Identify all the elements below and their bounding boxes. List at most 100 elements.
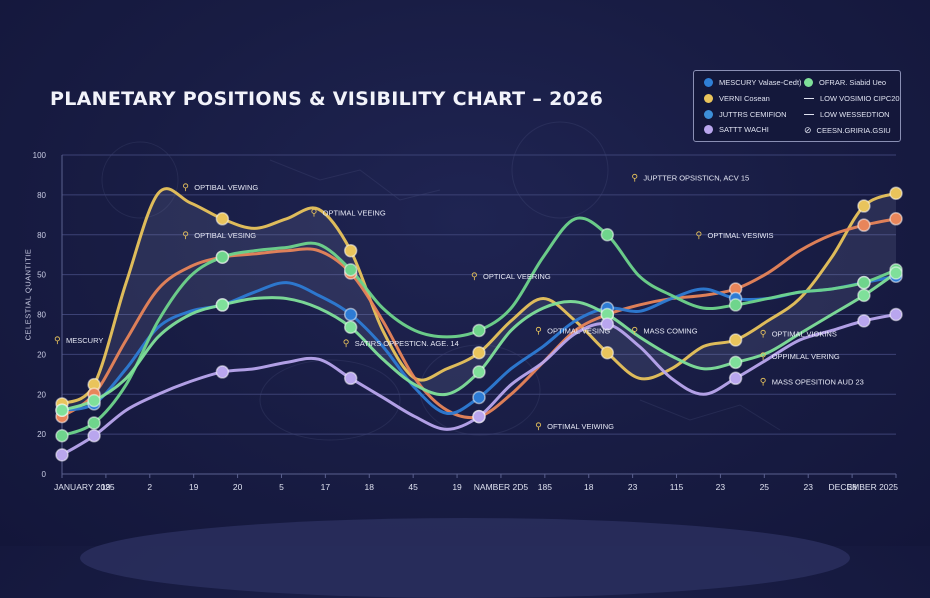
legend-swatch xyxy=(804,78,813,87)
x-tick-label: JANUARY 2025 xyxy=(54,482,115,492)
data-point xyxy=(472,390,486,405)
data-point xyxy=(87,393,101,408)
y-tick-label: 80 xyxy=(37,231,46,240)
legend-swatch xyxy=(704,125,713,134)
x-tick-label: 19 xyxy=(101,482,111,492)
data-point xyxy=(343,320,358,335)
data-point xyxy=(343,307,358,322)
data-point xyxy=(55,403,69,417)
annotation-label: OPTIBAL VESING xyxy=(194,231,256,240)
legend-item-check: ⊘ CEESN.GRIRIA.GSIU xyxy=(804,125,891,136)
x-tick-label: 23 xyxy=(716,482,726,492)
telescope-icon: ⚲ xyxy=(631,326,638,336)
legend-item-saturn: SATTT WACHI xyxy=(704,125,769,134)
annotation-label: SATIRS OPPESTICN. AGE. 14 xyxy=(355,339,459,348)
data-point xyxy=(600,317,615,331)
legend-label: CEESN.GRIRIA.GSIU xyxy=(816,126,891,135)
data-point xyxy=(343,263,358,277)
data-point xyxy=(343,243,358,258)
legend-label: JUTTRS CEMIFION xyxy=(719,110,787,119)
x-tick-label: 45 xyxy=(408,482,418,492)
legend-swatch xyxy=(704,78,713,87)
circle-check-icon: ⊘ xyxy=(804,125,812,135)
data-point xyxy=(55,428,69,443)
x-tick-label: 5 xyxy=(279,482,284,492)
annotation-label: OPTICAL VEERING xyxy=(483,272,551,281)
y-tick-label: 20 xyxy=(37,390,46,399)
data-point xyxy=(600,228,615,242)
telescope-icon: ⚲ xyxy=(760,330,767,340)
data-point xyxy=(857,288,871,303)
legend-label: SATTT WACHI xyxy=(719,125,769,134)
legend-item-venus: VERNI Cosean xyxy=(704,94,770,103)
x-tick-label: 115 xyxy=(670,482,684,492)
legend-swatch xyxy=(704,110,713,119)
data-point xyxy=(857,314,871,328)
telescope-icon: ⚲ xyxy=(182,183,189,193)
data-point xyxy=(889,186,903,201)
data-point xyxy=(472,409,486,424)
annotation-label: MASS OPESITION AUD 23 xyxy=(772,377,864,386)
data-point xyxy=(87,428,101,443)
x-tick-label: 38 xyxy=(847,482,857,492)
data-point xyxy=(728,355,743,370)
data-point xyxy=(728,298,743,312)
data-point xyxy=(472,365,486,379)
telescope-icon: ⚲ xyxy=(471,272,478,282)
legend-item-low-2: LOW WESSEDTION xyxy=(804,110,890,119)
x-tick-label: 19 xyxy=(189,482,199,492)
legend-item-mercury: MESCURY Valase-Cedt) xyxy=(704,78,802,87)
data-point xyxy=(87,416,101,430)
y-tick-label: 80 xyxy=(37,191,46,200)
annotation-label: JUPTTER OPSISTICN, ACV 15 xyxy=(643,173,749,182)
chart-points xyxy=(55,186,903,462)
telescope-icon: ⚲ xyxy=(631,173,638,183)
y-tick-label: 100 xyxy=(33,151,47,160)
y-tick-label: 80 xyxy=(37,311,46,320)
horizon-arc xyxy=(80,518,850,598)
legend-item-jupiter: JUTTRS CEMIFION xyxy=(704,110,787,119)
data-point xyxy=(472,323,486,338)
data-point xyxy=(889,212,903,226)
x-tick-label: 185 xyxy=(538,482,552,492)
data-point xyxy=(889,307,903,322)
data-point xyxy=(215,298,230,312)
telescope-icon: ⚲ xyxy=(535,422,542,432)
visibility-band xyxy=(62,188,896,411)
x-tick-label: 17 xyxy=(321,482,331,492)
annotation-label: OPTIMAL VESIWIS xyxy=(708,231,774,240)
constellation-decoration xyxy=(101,121,781,441)
y-axis-title: CELESTIAL QUANTITIE xyxy=(23,248,33,341)
legend-label: LOW WESSEDTION xyxy=(820,110,890,119)
data-point xyxy=(215,250,230,264)
data-point xyxy=(55,448,69,462)
y-tick-label: 50 xyxy=(37,271,46,280)
data-point xyxy=(857,218,871,232)
annotation-label: OPTIBAL VEWING xyxy=(194,183,258,192)
telescope-icon: ⚲ xyxy=(696,231,703,241)
telescope-icon: ⚲ xyxy=(54,336,61,346)
x-tick-label: 18 xyxy=(365,482,375,492)
data-point xyxy=(472,346,486,360)
x-tick-label: 18 xyxy=(584,482,594,492)
annotation-label: OPTIMAL VIOKINS xyxy=(772,330,837,339)
telescope-icon: ⚲ xyxy=(182,231,189,241)
data-point xyxy=(728,371,743,386)
x-tick-label: 20 xyxy=(233,482,243,492)
annotation-label: OFTIMAL VEIWING xyxy=(547,422,614,431)
data-point xyxy=(857,199,871,213)
chart-title: PLANETARY POSITIONS & VISIBILITY CHART –… xyxy=(50,88,604,110)
legend-line-icon xyxy=(804,98,814,99)
x-tick-label: 23 xyxy=(803,482,813,492)
telescope-icon: ⚲ xyxy=(311,208,318,218)
y-tick-label: 20 xyxy=(37,350,46,359)
data-point xyxy=(889,266,903,280)
x-tick-label: DECEMBER 2025 xyxy=(829,482,899,492)
legend-item-optimal: OFRAR. Siabid Ueo xyxy=(804,78,886,87)
data-point xyxy=(857,275,871,290)
telescope-icon: ⚲ xyxy=(343,339,350,349)
data-point xyxy=(728,333,743,347)
y-tick-label: 20 xyxy=(37,430,46,439)
annotation-label: MESCURY xyxy=(66,336,103,345)
